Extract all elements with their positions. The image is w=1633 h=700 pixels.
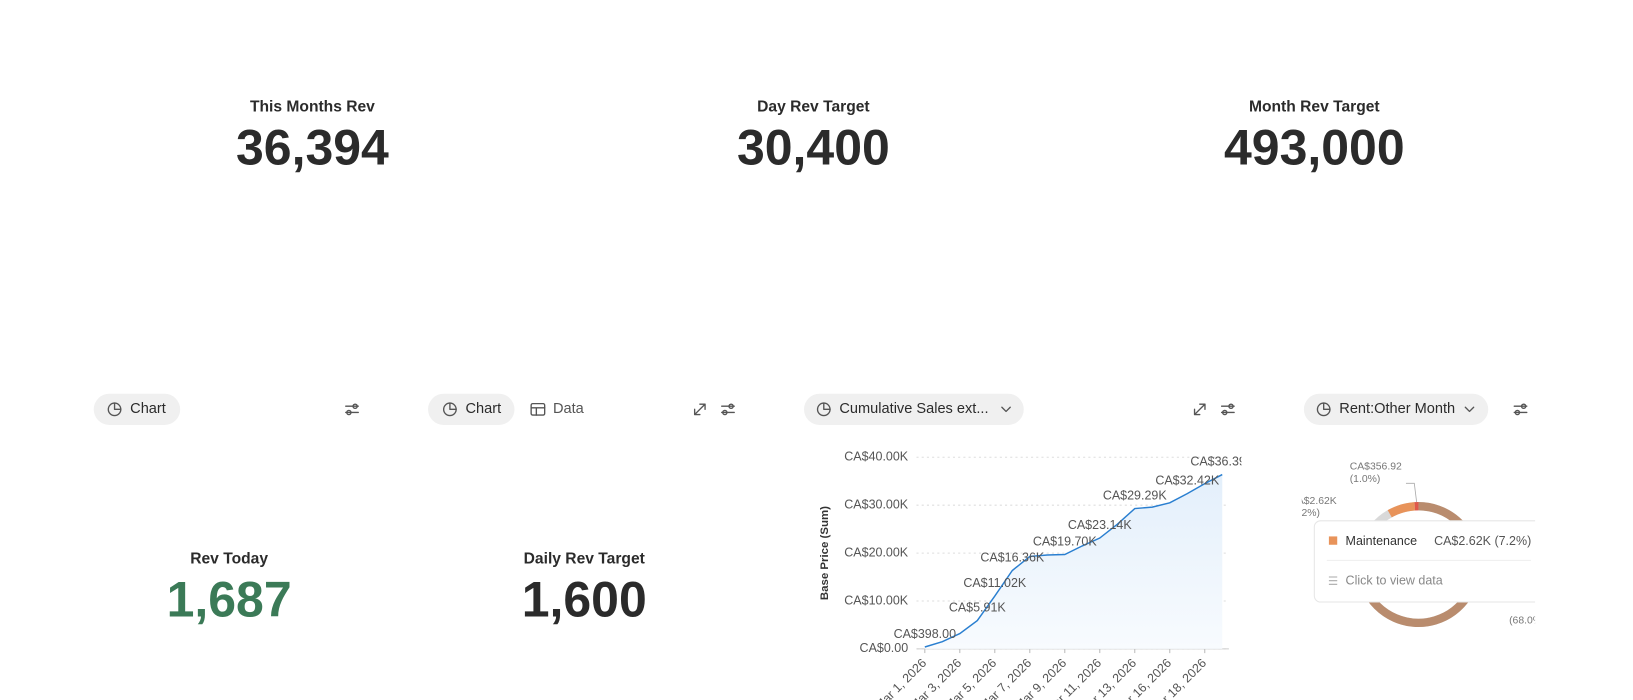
tooltip-box — [1313, 520, 1536, 603]
tab-pill — [93, 393, 181, 425]
settings-button[interactable] — [345, 403, 359, 416]
table-icon — [530, 402, 546, 416]
settings-icon — [722, 409, 728, 416]
line — [924, 473, 1223, 648]
line-chart: Base Price (Sum) CA$0.00 CA$10.00K CA$20.0… — [819, 450, 1255, 700]
slice-amount-label: CA$2.62K — [1289, 496, 1336, 507]
donut-slice — [1387, 502, 1416, 518]
area — [924, 474, 1223, 649]
data-label: CA$19.70K — [1033, 534, 1098, 548]
data-label: CA$5.91K — [949, 600, 1007, 614]
kpi-label: Day Rev Target — [757, 98, 870, 115]
kpi-value: 30,400 — [737, 119, 890, 175]
y-tick-label: CA$30.00K — [844, 497, 909, 511]
settings-icon — [728, 403, 734, 409]
kpi-value: 1,687 — [167, 571, 292, 627]
settings-button[interactable] — [1513, 403, 1528, 416]
settings-icon — [352, 403, 358, 409]
tab-pill — [428, 393, 515, 425]
data-label: CA$398.00 — [894, 627, 957, 641]
data-label: CA$16.36K — [980, 550, 1045, 564]
chevron-icon — [1464, 406, 1475, 413]
data-label: CA$36.39K — [1190, 454, 1255, 468]
y-tick-label: CA$20.00K — [844, 545, 909, 559]
tab-chart[interactable]: Chart — [428, 393, 515, 425]
tooltip-action: Click to view data — [1346, 573, 1443, 587]
list-icon — [1328, 576, 1338, 585]
settings-icon — [1220, 405, 1235, 414]
chart-selector[interactable]: Cumulative Sales ext... — [804, 393, 1024, 425]
expand-button[interactable] — [1193, 403, 1206, 416]
slice-percent-label: (68.0%) — [1509, 616, 1545, 627]
chart-icon — [113, 402, 122, 411]
y-tick-label: CA$10.00K — [844, 593, 909, 607]
settings-icon — [346, 409, 352, 416]
settings-icon — [721, 405, 735, 414]
tooltip-swatch — [1328, 536, 1338, 545]
expand-icon — [1193, 403, 1206, 416]
tab-label: Rent:Other Month — [1339, 401, 1455, 417]
kpi-label: Month Rev Target — [1249, 98, 1380, 115]
kpi-label: This Months Rev — [250, 98, 375, 115]
settings-icon — [1513, 405, 1528, 414]
tab-label: Cumulative Sales ext... — [839, 401, 988, 417]
settings-button[interactable] — [721, 403, 735, 416]
settings-button[interactable] — [1220, 403, 1235, 416]
table-icon — [530, 407, 546, 416]
settings-icon — [1514, 409, 1521, 416]
tab-data[interactable]: Data — [530, 401, 585, 417]
chart-selector[interactable]: Rent:Other Month — [1303, 393, 1489, 425]
expand-icon — [693, 403, 706, 416]
tooltip: Maintenance CA$2.62K (7.2%) Click to view … — [1313, 520, 1536, 603]
kpi-value: 493,000 — [1224, 119, 1405, 175]
data-label: CA$23.14K — [1068, 518, 1133, 532]
tab-chart[interactable]: Chart — [93, 393, 181, 425]
slice-percent-label: (7.2%) — [1289, 508, 1320, 519]
chart-icon — [1323, 402, 1331, 411]
expand-button[interactable] — [693, 403, 706, 416]
settings-icon — [1520, 403, 1527, 409]
tooltip-name: Maintenance — [1346, 534, 1418, 548]
settings-icon — [1221, 409, 1228, 416]
y-axis-title: Base Price (Sum) — [819, 506, 831, 600]
chart-icon — [823, 402, 831, 411]
tab-label: Chart — [130, 401, 166, 417]
tab-pill — [804, 393, 1024, 425]
tab-label[interactable]: Data — [553, 401, 585, 417]
chart-icon — [449, 402, 457, 411]
leader-line — [1405, 482, 1418, 503]
y-tick-label: CA$40.00K — [844, 450, 909, 464]
settings-icon — [345, 405, 359, 414]
y-tick-label: CA$0.00 — [860, 641, 909, 655]
data-label: CA$11.02K — [963, 576, 1027, 590]
kpi-label: Daily Rev Target — [524, 550, 645, 567]
kpi-value: 1,600 — [522, 571, 647, 627]
data-label: CA$32.42K — [1155, 473, 1220, 487]
chevron-icon — [1001, 406, 1011, 413]
settings-icon — [1228, 403, 1234, 409]
slice-amount-label: CA$356.92 — [1350, 461, 1402, 472]
kpi-label: Rev Today — [190, 550, 268, 567]
donut-chart: (68.0%) CA$2.62K(7.2%) CA$356.92 (1.0%) Main… — [1289, 461, 1545, 628]
tab-label: Chart — [466, 401, 502, 417]
slice-percent-label: (1.0%) — [1350, 474, 1381, 485]
data-label: CA$29.29K — [1103, 488, 1168, 502]
kpi-value: 36,394 — [236, 119, 389, 175]
tab-pill — [1303, 393, 1489, 425]
tooltip-value: CA$2.62K (7.2%) — [1434, 534, 1531, 548]
